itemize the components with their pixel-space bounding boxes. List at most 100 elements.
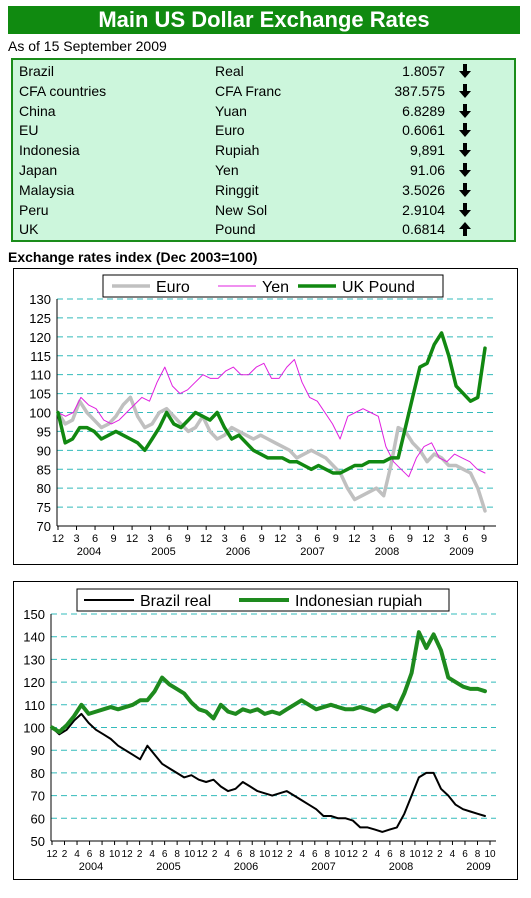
x-tick-label: 3	[148, 533, 154, 545]
y-tick-label: 70	[37, 519, 51, 534]
x-tick-label: 12	[122, 849, 134, 860]
year-label: 2004	[79, 861, 103, 873]
x-tick-label: 6	[312, 849, 318, 860]
legend-label: Yen	[262, 279, 289, 296]
y-tick-label: 100	[29, 406, 51, 421]
y-tick-label: 150	[23, 607, 45, 622]
y-tick-label: 110	[30, 368, 51, 383]
x-tick-label: 10	[259, 849, 271, 860]
series-line-yen	[57, 359, 486, 478]
rate-value: 1.8057	[402, 63, 445, 79]
x-tick-label: 3	[222, 533, 228, 545]
rate-value: 2.9104	[402, 201, 445, 218]
y-tick-label: 105	[29, 387, 51, 402]
y-tick-label: 125	[29, 311, 51, 326]
x-tick-label: 10	[184, 849, 196, 860]
country-name: China	[19, 102, 56, 119]
x-tick-label: 2	[212, 849, 218, 860]
rate-value: 0.6814	[402, 221, 445, 238]
legend-label: Euro	[156, 279, 190, 296]
x-tick-label: 9	[259, 533, 265, 545]
country-name: CFA countries	[19, 82, 107, 99]
currency-name: Pound	[215, 221, 256, 238]
x-tick-label: 8	[99, 849, 105, 860]
y-tick-label: 90	[31, 743, 45, 758]
x-tick-label: 4	[300, 849, 306, 860]
x-tick-label: 6	[166, 533, 172, 545]
x-tick-label: 6	[87, 849, 93, 860]
year-label: 2009	[466, 861, 490, 873]
x-tick-label: 9	[333, 533, 339, 545]
chart-1-box: 70 75 80 85 90 95 100 105 110 115 120 125 130 12 3 6 9 12…	[13, 268, 518, 565]
arrow-down-icon	[459, 64, 471, 78]
y-tick-label: 50	[31, 834, 45, 849]
currency-name: Yen	[215, 162, 239, 178]
currency-name: Yuan	[215, 102, 247, 119]
country-name: Malaysia	[19, 181, 75, 198]
y-tick-label: 115	[30, 349, 51, 364]
chart-2-box: 50 60 70 80 90 100 110 120 130 140 150 12 2 4 6 8 10 12 2 4…	[13, 581, 518, 880]
x-tick-label: 6	[387, 849, 393, 860]
x-tick-label: 12	[422, 849, 434, 860]
rate-row: EU Euro 0.6061	[13, 120, 514, 140]
x-tick-label: 6	[237, 849, 243, 860]
y-tick-label: 120	[23, 675, 45, 690]
legend-label: Brazil real	[140, 593, 211, 610]
x-tick-label: 6	[388, 533, 394, 545]
arrow-down-icon	[459, 163, 471, 177]
x-tick-label: 4	[224, 849, 230, 860]
y-tick-label: 95	[37, 424, 51, 439]
rate-row: Peru New Sol 2.9104	[13, 200, 514, 220]
rate-row: Japan Yen 91.06	[13, 160, 514, 180]
rate-row: CFA countries CFA Franc 387.575	[13, 81, 514, 101]
rate-value: 0.6061	[402, 122, 445, 139]
x-tick-label: 4	[149, 849, 155, 860]
year-label: 2008	[389, 861, 413, 873]
x-tick-label: 6	[462, 849, 468, 860]
rate-value: 387.575	[394, 82, 445, 99]
x-tick-label: 8	[400, 849, 406, 860]
rate-value: 9,891	[409, 142, 445, 159]
currency-name: CFA Franc	[215, 82, 282, 99]
y-tick-label: 75	[37, 500, 51, 515]
y-tick-label: 100	[23, 721, 45, 736]
x-tick-label: 12	[197, 849, 209, 860]
y-tick-label: 130	[23, 652, 45, 667]
x-tick-label: 2	[287, 849, 293, 860]
arrow-down-icon	[459, 123, 471, 138]
country-name: Indonesia	[19, 142, 80, 159]
year-label: 2007	[300, 546, 324, 558]
arrow-down-icon	[459, 103, 471, 118]
year-label: 2008	[375, 546, 399, 558]
x-tick-label: 3	[296, 533, 302, 545]
y-tick-label: 85	[37, 462, 51, 477]
year-label: 2006	[234, 861, 258, 873]
x-tick-label: 10	[409, 849, 421, 860]
x-tick-label: 8	[174, 849, 180, 860]
y-tick-label: 80	[37, 481, 51, 496]
country-name: Peru	[19, 201, 49, 218]
currency-name: Euro	[215, 122, 245, 139]
x-tick-label: 8	[325, 849, 331, 860]
series-line-indonesian-rupiah	[50, 630, 487, 734]
legend-label: Indonesian rupiah	[295, 593, 422, 610]
rates-table: Brazil Real 1.8057 CFA countries CFA Franc 38…	[11, 58, 516, 242]
series-line-brazil-real	[51, 712, 486, 833]
x-tick-label: 3	[444, 533, 450, 545]
x-tick-label: 12	[422, 533, 434, 545]
x-tick-label: 2	[137, 849, 143, 860]
y-tick-label: 140	[23, 630, 45, 645]
currency-name: Rupiah	[215, 142, 260, 159]
x-tick-label: 8	[249, 849, 255, 860]
x-tick-label: 10	[334, 849, 346, 860]
arrow-down-icon	[459, 83, 471, 98]
x-tick-label: 10	[484, 849, 496, 860]
series-line-euro	[56, 395, 487, 513]
x-tick-label: 12	[46, 849, 58, 860]
x-tick-label: 9	[481, 533, 487, 545]
x-tick-label: 3	[370, 533, 376, 545]
x-tick-label: 12	[200, 533, 212, 545]
year-label: 2005	[156, 861, 180, 873]
